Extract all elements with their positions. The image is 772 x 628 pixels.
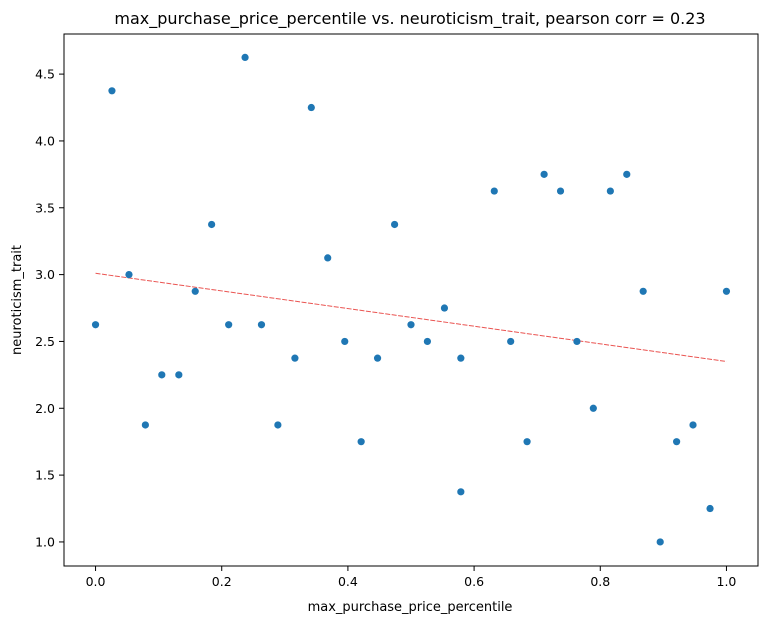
trend-line bbox=[95, 272, 727, 362]
x-tick-label: 0.2 bbox=[212, 574, 232, 589]
data-point bbox=[341, 337, 349, 346]
data-point bbox=[257, 321, 266, 329]
data-point bbox=[440, 304, 449, 312]
data-point bbox=[208, 220, 216, 229]
data-point bbox=[125, 271, 133, 279]
y-tick-label: 1.0 bbox=[35, 534, 55, 549]
data-point bbox=[639, 287, 647, 295]
data-point bbox=[457, 488, 465, 496]
data-point bbox=[589, 404, 597, 412]
data-point bbox=[158, 371, 166, 379]
data-point bbox=[91, 321, 100, 329]
data-point bbox=[540, 170, 548, 178]
data-point bbox=[141, 421, 149, 429]
data-point bbox=[291, 354, 299, 362]
data-point bbox=[606, 187, 614, 195]
plot-area bbox=[63, 33, 759, 567]
y-tick-label: 3.5 bbox=[35, 200, 55, 215]
data-point bbox=[623, 170, 631, 178]
data-point bbox=[507, 337, 515, 346]
y-tick-label: 2.5 bbox=[35, 334, 55, 349]
data-point bbox=[673, 438, 681, 446]
y-tick-label: 4.0 bbox=[35, 133, 55, 148]
y-tick-label: 1.5 bbox=[35, 468, 55, 483]
data-point bbox=[225, 321, 233, 329]
data-point bbox=[423, 337, 432, 346]
data-point bbox=[175, 371, 183, 379]
x-axis-label: max_purchase_price_percentile bbox=[308, 600, 513, 615]
data-point bbox=[108, 87, 116, 95]
x-tick-label: 0.6 bbox=[464, 574, 484, 589]
x-tick-label: 0.4 bbox=[338, 574, 358, 589]
points-group bbox=[91, 53, 731, 546]
y-tick-label: 2.0 bbox=[35, 401, 55, 416]
data-point bbox=[656, 538, 664, 546]
y-tick-label: 3.0 bbox=[35, 267, 55, 282]
data-point bbox=[556, 187, 565, 195]
x-tick-label: 0.0 bbox=[86, 574, 106, 589]
data-point bbox=[373, 354, 382, 362]
y-axis-label: neuroticism_trait bbox=[10, 245, 25, 355]
data-point bbox=[357, 438, 365, 446]
data-point bbox=[191, 287, 199, 295]
chart-title: max_purchase_price_percentile vs. neurot… bbox=[114, 9, 705, 29]
data-point bbox=[722, 287, 731, 295]
data-point bbox=[490, 187, 498, 195]
trend-line-group bbox=[95, 272, 727, 362]
data-point bbox=[274, 421, 282, 429]
x-tick-label: 1.0 bbox=[717, 574, 737, 589]
data-point bbox=[706, 504, 714, 513]
data-point bbox=[689, 421, 697, 429]
data-point bbox=[307, 103, 315, 112]
data-point bbox=[573, 337, 581, 346]
data-point bbox=[407, 321, 415, 329]
data-point bbox=[523, 438, 531, 446]
y-tick-label: 4.5 bbox=[35, 67, 55, 82]
data-point bbox=[457, 354, 465, 362]
data-point bbox=[390, 220, 399, 229]
data-point bbox=[324, 254, 332, 262]
x-axis-ticks: 0.0 0.2 0.4 0.6 0.8 1.0 bbox=[86, 566, 737, 589]
data-point bbox=[241, 53, 249, 61]
y-axis-ticks: 1.0 1.5 2.0 2.5 3.0 3.5 4.0 4.5 bbox=[35, 67, 64, 549]
x-tick-label: 0.8 bbox=[590, 574, 610, 589]
